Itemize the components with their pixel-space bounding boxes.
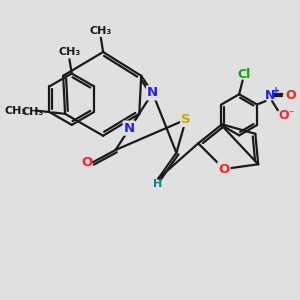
Text: N: N	[124, 122, 135, 135]
Text: O: O	[285, 89, 296, 102]
Text: N: N	[265, 89, 275, 103]
Text: ⁻: ⁻	[288, 109, 293, 119]
Text: CH₃: CH₃	[22, 107, 44, 117]
Text: O: O	[218, 163, 230, 176]
Text: CH₃: CH₃	[58, 47, 81, 57]
Text: CH₃: CH₃	[5, 106, 27, 116]
Text: O: O	[279, 110, 289, 122]
Text: S: S	[181, 113, 191, 126]
Text: H: H	[153, 179, 162, 189]
Text: O: O	[81, 156, 93, 169]
Text: +: +	[272, 86, 280, 96]
Text: N: N	[147, 86, 158, 99]
Text: Cl: Cl	[237, 68, 251, 81]
Text: CH₃: CH₃	[90, 26, 112, 37]
